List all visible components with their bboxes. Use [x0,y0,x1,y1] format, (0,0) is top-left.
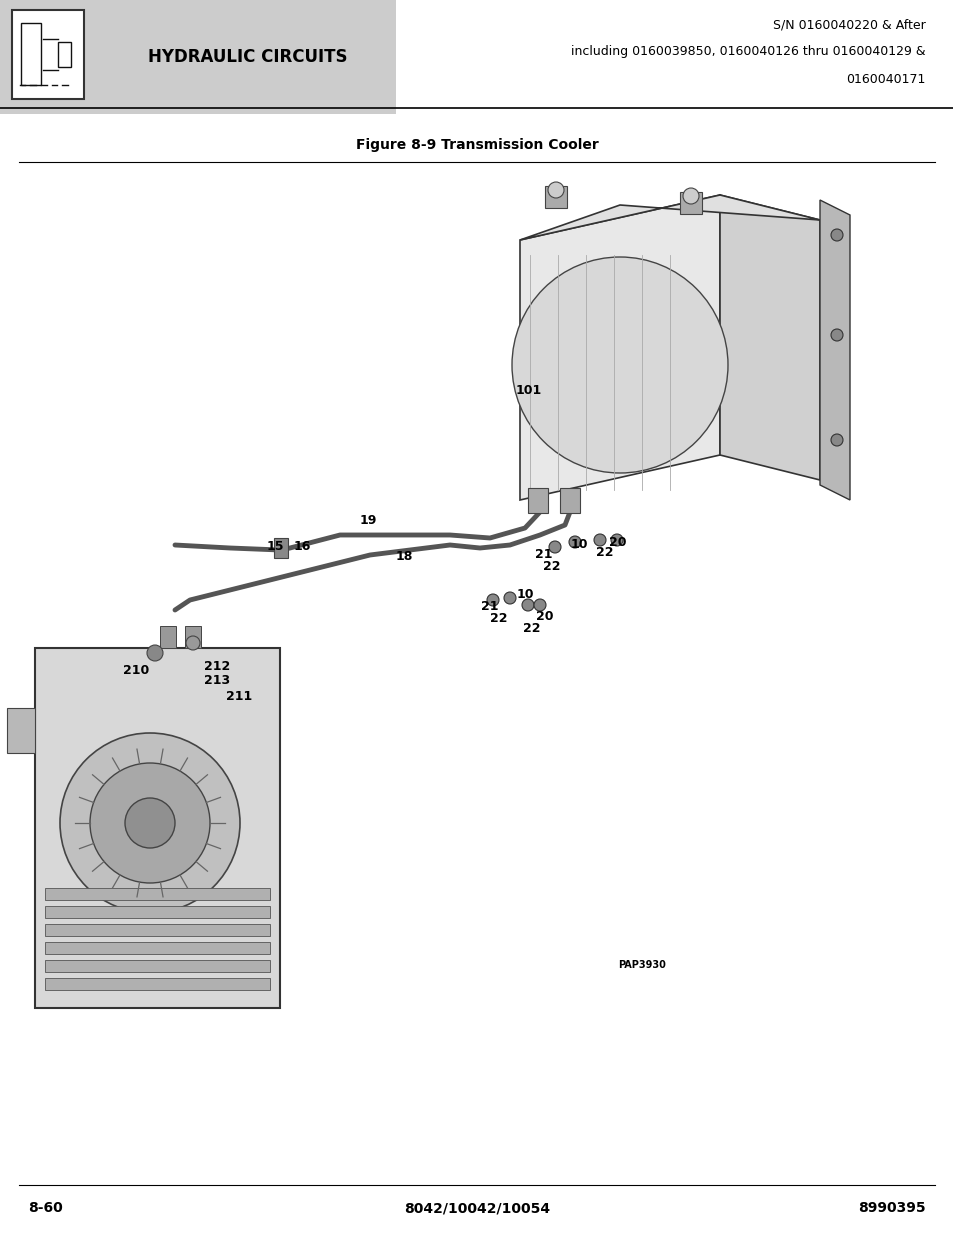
Bar [21,23,41,85]
Circle shape [147,645,163,661]
Text: 15: 15 [267,541,284,553]
Bar [7,708,35,753]
Text: 19: 19 [359,514,377,526]
Polygon shape [720,195,820,480]
Bar [45,978,270,990]
Bar [559,488,579,513]
Circle shape [512,257,727,473]
Text: 213: 213 [204,674,230,688]
Text: 20: 20 [536,610,553,622]
Bar [45,960,270,972]
Circle shape [125,798,174,848]
Circle shape [548,541,560,553]
Circle shape [90,763,210,883]
Text: 0160040171: 0160040171 [845,73,924,85]
Circle shape [568,536,580,548]
Text: 210: 210 [123,664,149,678]
Bar [527,488,547,513]
Circle shape [830,329,842,341]
Text: 22: 22 [490,613,507,625]
Text: 21: 21 [535,547,552,561]
Bar [185,626,201,648]
Circle shape [830,433,842,446]
Text: 8-60: 8-60 [29,1200,63,1215]
Bar [45,888,270,900]
Circle shape [830,228,842,241]
Text: 22: 22 [596,547,613,559]
Circle shape [610,534,622,546]
Text: 22: 22 [542,559,560,573]
Text: 18: 18 [395,550,413,562]
Text: PAP3930: PAP3930 [618,960,665,969]
Text: including 0160039850, 0160040126 thru 0160040129 &: including 0160039850, 0160040126 thru 01… [570,46,924,58]
Bar [45,924,270,936]
Polygon shape [519,195,720,500]
Circle shape [682,188,699,204]
Text: S/N 0160040220 & After: S/N 0160040220 & After [772,19,924,31]
Bar [679,191,701,214]
Circle shape [503,592,516,604]
Text: 20: 20 [608,536,626,550]
Bar [160,626,175,648]
Text: 22: 22 [522,621,540,635]
Text: 8990395: 8990395 [857,1200,924,1215]
Circle shape [594,534,605,546]
Bar [45,906,270,918]
Bar [45,942,270,953]
Text: Figure 8-9 Transmission Cooler: Figure 8-9 Transmission Cooler [355,138,598,152]
Text: HYDRAULIC CIRCUITS: HYDRAULIC CIRCUITS [148,48,348,65]
Text: 16: 16 [294,541,311,553]
Circle shape [486,594,498,606]
Text: 10: 10 [517,588,534,600]
Circle shape [534,599,545,611]
Circle shape [521,599,534,611]
Bar [0,0,395,114]
Text: 8042/10042/10054: 8042/10042/10054 [403,1200,550,1215]
Polygon shape [519,195,820,240]
Text: 212: 212 [204,661,230,673]
Text: 21: 21 [480,600,498,614]
Text: 101: 101 [516,384,541,396]
Circle shape [60,734,240,913]
Polygon shape [820,200,849,500]
Circle shape [547,182,563,198]
Bar [58,42,71,67]
Bar [274,538,288,558]
Bar [12,10,84,99]
Text: 10: 10 [571,537,588,551]
Text: 211: 211 [226,689,252,703]
Circle shape [186,636,200,650]
Bar [544,186,566,207]
Bar [35,648,280,1008]
